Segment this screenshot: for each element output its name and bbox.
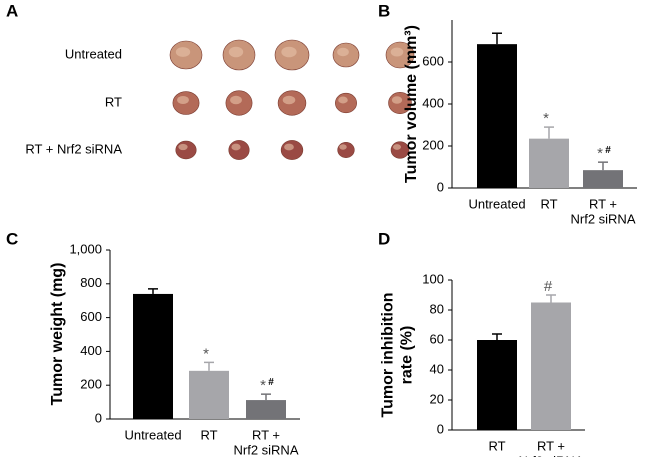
- tumor: [335, 92, 357, 114]
- y-axis-label: Tumor volume (mm³): [403, 25, 420, 183]
- panel-label: D: [378, 229, 390, 248]
- bar: [477, 44, 517, 189]
- significance-mark: #: [605, 145, 611, 156]
- significance-mark: *: [260, 377, 266, 394]
- y-axis-label: Tumor weight (mg): [49, 263, 66, 406]
- tumor-highlight: [178, 143, 188, 151]
- y-tick-label: 600: [80, 309, 102, 324]
- y-tick-label: 200: [80, 377, 102, 392]
- tumor-highlight: [230, 95, 242, 105]
- y-tick-label: 400: [422, 95, 444, 110]
- bar: [133, 293, 173, 419]
- bar: [529, 138, 569, 188]
- x-tick-label: RT +: [589, 196, 617, 211]
- significance-mark: #: [268, 377, 274, 388]
- y-tick-label: 1,000: [69, 241, 102, 256]
- bar: [531, 302, 571, 430]
- row-label: RT: [105, 94, 122, 109]
- tumor-highlight: [282, 95, 296, 105]
- y-tick-label: 40: [430, 361, 444, 376]
- tumor-highlight: [284, 143, 294, 151]
- tumor-highlight: [339, 144, 347, 150]
- tumor-highlight: [175, 47, 191, 57]
- significance-mark: *: [597, 145, 603, 162]
- x-tick-label: RT: [200, 427, 217, 442]
- bar: [189, 370, 229, 419]
- x-tick-label: Untreated: [468, 196, 525, 211]
- significance-mark: *: [543, 110, 549, 127]
- tumor: [337, 142, 355, 158]
- tumor-highlight: [337, 47, 349, 57]
- tumor: [280, 140, 304, 160]
- panel-label: A: [6, 1, 18, 20]
- bar: [246, 400, 286, 419]
- panel-label: C: [6, 229, 18, 248]
- bar: [477, 340, 517, 430]
- y-tick-label: 0: [437, 421, 444, 436]
- y-tick-label: 600: [422, 53, 444, 68]
- row-label: Untreated: [65, 46, 122, 61]
- y-tick-label: 200: [422, 137, 444, 152]
- x-tick-label: Nrf2 siRNA: [518, 453, 583, 457]
- tumor-highlight: [392, 144, 402, 150]
- y-tick-label: 20: [430, 391, 444, 406]
- y-tick-label: 80: [430, 301, 444, 316]
- y-tick-label: 400: [80, 343, 102, 358]
- tumor-highlight: [177, 95, 189, 105]
- significance-mark: #: [544, 278, 553, 295]
- significance-mark: *: [203, 345, 209, 362]
- panel-label: B: [378, 1, 390, 20]
- y-tick-label: 100: [422, 271, 444, 286]
- row-label: RT + Nrf2 siRNA: [25, 141, 122, 156]
- tumor-highlight: [338, 96, 348, 104]
- tumor-highlight: [281, 46, 297, 58]
- tumor-highlight: [228, 46, 244, 58]
- y-tick-label: 0: [437, 179, 444, 194]
- y-axis-label: rate (%): [399, 326, 416, 385]
- x-tick-label: RT: [488, 438, 505, 453]
- x-tick-label: Nrf2 siRNA: [233, 442, 298, 457]
- y-tick-label: 0: [95, 410, 102, 425]
- y-axis-label: Tumor inhibition: [380, 292, 397, 417]
- tumor-highlight: [390, 47, 404, 57]
- x-tick-label: RT: [540, 196, 557, 211]
- x-tick-label: RT +: [537, 438, 565, 453]
- bar: [583, 170, 623, 188]
- y-tick-label: 60: [430, 331, 444, 346]
- tumor: [175, 140, 197, 160]
- x-tick-label: RT +: [252, 427, 280, 442]
- tumor-highlight: [231, 143, 241, 151]
- x-tick-label: Nrf2 siRNA: [570, 211, 635, 226]
- tumor-highlight: [391, 96, 403, 104]
- x-tick-label: Untreated: [124, 427, 181, 442]
- y-tick-label: 800: [80, 275, 102, 290]
- tumor: [228, 140, 250, 160]
